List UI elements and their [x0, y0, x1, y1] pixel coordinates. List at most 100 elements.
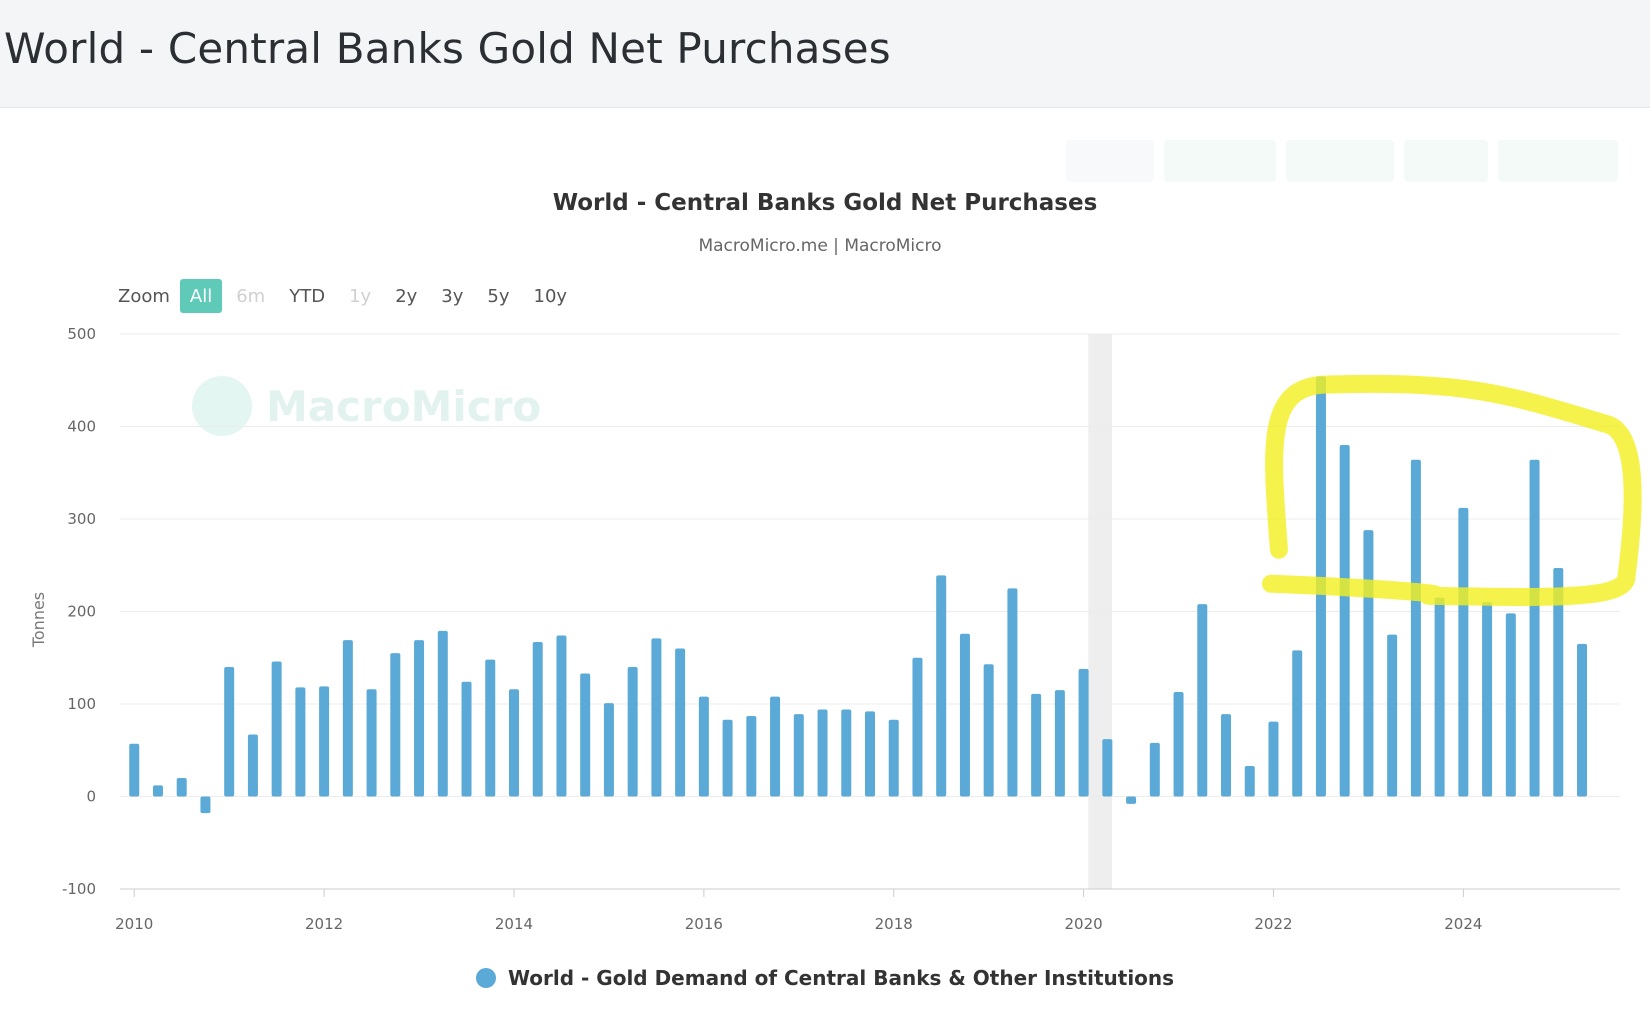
x-tick-label: 2016: [685, 915, 723, 933]
bar: [698, 696, 709, 797]
bar: [817, 709, 828, 797]
save-button[interactable]: [1164, 140, 1276, 182]
x-tick-label: 2024: [1444, 915, 1482, 933]
zoom-ytd-button[interactable]: YTD: [289, 285, 326, 307]
zoom-6m-button[interactable]: 6m: [236, 285, 266, 307]
bar: [1387, 634, 1398, 797]
bar: [485, 659, 496, 797]
bar: [461, 681, 472, 797]
bar: [247, 734, 258, 797]
zoom-3y-button[interactable]: 3y: [441, 285, 464, 307]
x-tick-label: 2022: [1254, 915, 1292, 933]
edit-button[interactable]: [1404, 140, 1488, 182]
bar: [532, 642, 543, 797]
bar: [1529, 459, 1540, 797]
bar: [1482, 602, 1493, 797]
bar: [603, 703, 614, 797]
bar: [1149, 742, 1160, 797]
bar: [1078, 668, 1089, 797]
bar: [841, 709, 852, 797]
bar: [722, 719, 733, 797]
download-button[interactable]: [1286, 140, 1394, 182]
chart-legend[interactable]: World - Gold Demand of Central Banks & O…: [0, 966, 1650, 990]
chart-toolbar: [1066, 140, 1618, 182]
y-tick-label: 400: [67, 418, 96, 436]
bar: [1363, 530, 1374, 797]
bar: [1577, 643, 1588, 797]
bar: [1553, 568, 1564, 797]
bar: [414, 640, 425, 797]
y-axis-title: Tonnes: [29, 592, 48, 648]
bar: [770, 696, 781, 797]
y-tick-label: 100: [67, 695, 96, 713]
zoom-all-button[interactable]: All: [179, 279, 223, 313]
bar: [200, 796, 211, 814]
bar: [1031, 693, 1042, 797]
bar: [675, 648, 686, 797]
share-button[interactable]: [1066, 140, 1154, 182]
bar: [508, 689, 519, 797]
x-tick-label: 2018: [875, 915, 913, 933]
bar: [936, 575, 947, 797]
bar: [1197, 604, 1208, 797]
legend-label: World - Gold Demand of Central Banks & O…: [507, 966, 1175, 990]
bar: [390, 653, 401, 797]
zoom-2y-button[interactable]: 2y: [395, 285, 418, 307]
watermark-text: MacroMicro: [266, 381, 542, 431]
zoom-1y-button[interactable]: 1y: [349, 285, 372, 307]
x-tick-label: 2010: [115, 915, 153, 933]
bar: [437, 630, 448, 797]
bar: [1126, 796, 1137, 804]
highlight-annotation: [1261, 374, 1642, 606]
bar: [983, 664, 994, 797]
chart-subtitle: MacroMicro.me | MacroMicro: [698, 236, 942, 256]
bar: [1292, 650, 1303, 797]
bar: [912, 657, 923, 797]
bar: [176, 778, 187, 797]
bar: [1221, 714, 1232, 797]
y-tick-label: 200: [67, 603, 96, 621]
zoom-5y-button[interactable]: 5y: [487, 285, 510, 307]
bar: [865, 711, 875, 797]
x-tick-label: 2020: [1065, 915, 1103, 933]
bar: [1410, 459, 1421, 797]
chart-title: World - Central Banks Gold Net Purchases: [552, 190, 1098, 216]
bar: [1054, 690, 1065, 797]
bar: [295, 687, 306, 797]
legend-marker: [475, 968, 496, 988]
bar: [1339, 445, 1350, 797]
bar: [1244, 765, 1255, 797]
bar: [651, 638, 662, 797]
bar: [746, 716, 757, 797]
bar: [342, 640, 353, 797]
bar: [627, 667, 638, 797]
page-header: World - Central Banks Gold Net Purchases: [0, 0, 1650, 108]
bar: [1434, 597, 1445, 797]
bar: [152, 785, 163, 797]
bar: [1007, 588, 1018, 797]
y-tick-label: 0: [86, 788, 96, 806]
bar: [224, 667, 235, 797]
page-title: World - Central Banks Gold Net Purchases: [4, 24, 891, 73]
bar: [366, 689, 377, 797]
bar: [580, 673, 591, 797]
bar: [1505, 613, 1516, 797]
zoom-10y-button[interactable]: 10y: [533, 285, 568, 307]
embed-button[interactable]: [1498, 140, 1618, 182]
bar: [888, 719, 899, 797]
bar: [129, 743, 140, 797]
bar: [1173, 691, 1184, 797]
bar: [319, 686, 330, 797]
bar: [1458, 507, 1469, 797]
bar: [1102, 739, 1113, 797]
zoom-label: Zoom: [118, 285, 170, 307]
y-tick-label: -100: [62, 880, 96, 898]
y-tick-label: 300: [67, 510, 96, 528]
y-tick-label: 500: [67, 325, 96, 343]
bar: [271, 661, 282, 797]
bar: [959, 633, 970, 797]
bar: [1268, 721, 1279, 797]
bar: [793, 714, 804, 797]
bar: [556, 635, 567, 797]
